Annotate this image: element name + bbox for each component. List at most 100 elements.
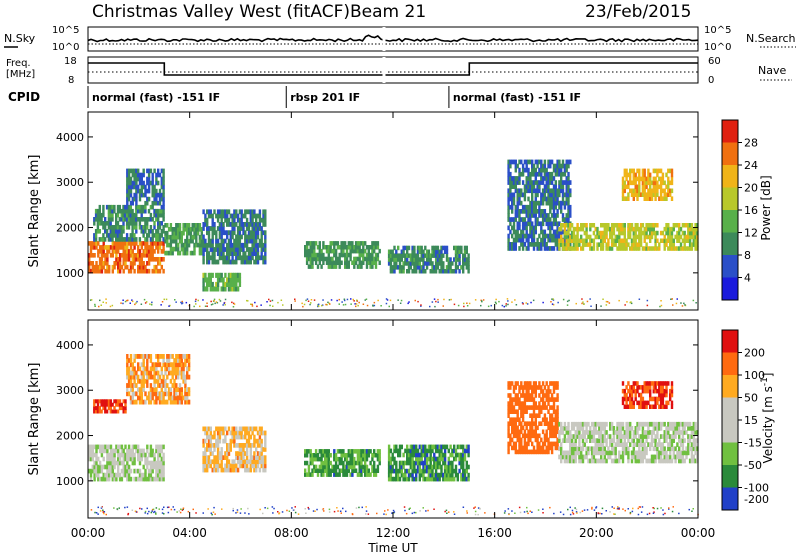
- echo-cell: [133, 452, 136, 458]
- echo-cell: [144, 452, 147, 458]
- echo-cell: [184, 378, 187, 384]
- echo-cell: [406, 448, 409, 454]
- echo-cell: [538, 413, 541, 418]
- echo-cell: [567, 204, 570, 210]
- echo-cell: [656, 246, 659, 251]
- echo-cell: [649, 238, 652, 243]
- echo-cell: [146, 366, 149, 372]
- echo-cell: [135, 200, 138, 206]
- echo-cell: [191, 250, 194, 256]
- echo-speck: [420, 305, 422, 307]
- echo-cell: [696, 246, 699, 251]
- echo-cell: [465, 261, 468, 266]
- echo-cell: [222, 213, 225, 219]
- echo-speck: [271, 299, 274, 302]
- echo-cell: [129, 399, 133, 405]
- echo-cell: [532, 246, 536, 251]
- echo-cell: [587, 430, 590, 435]
- echo-cell: [516, 225, 519, 231]
- echo-cell: [184, 242, 187, 248]
- echo-cell: [569, 450, 572, 456]
- echo-cell: [512, 176, 516, 181]
- echo-cell: [373, 460, 376, 466]
- echo-cell: [556, 171, 559, 177]
- echo-cell: [391, 269, 394, 274]
- echo-cell: [118, 472, 122, 478]
- echo-cell: [565, 223, 568, 228]
- echo-cell: [184, 246, 187, 252]
- echo-speck: [105, 298, 107, 300]
- echo-cell: [129, 383, 133, 388]
- echo-cell: [133, 257, 136, 262]
- echo-cell: [116, 409, 120, 414]
- echo-cell: [256, 451, 260, 456]
- echo-cell: [560, 171, 563, 177]
- echo-cell: [402, 245, 405, 251]
- echo-cell: [216, 251, 220, 256]
- echo-cell: [674, 223, 677, 228]
- echo-cell: [311, 264, 314, 269]
- echo-cell: [164, 370, 167, 376]
- echo-cell: [325, 260, 329, 265]
- echo-cell: [153, 366, 156, 372]
- echo-cell: [211, 226, 214, 231]
- echo-cell: [314, 453, 318, 458]
- echo-cell: [561, 426, 565, 431]
- echo-cell: [623, 226, 626, 232]
- echo-cell: [547, 196, 550, 202]
- echo-cell: [149, 370, 153, 376]
- echo-cell: [509, 188, 512, 194]
- echo-cell: [418, 464, 421, 470]
- echo-cell: [518, 405, 521, 410]
- echo-cell: [616, 223, 619, 228]
- echo-speck: [303, 303, 306, 306]
- echo-cell: [672, 238, 675, 243]
- echo-cell: [229, 238, 232, 244]
- echo-cell: [318, 464, 321, 470]
- echo-cell: [545, 188, 548, 194]
- echo-cell: [209, 426, 212, 432]
- echo-cell: [536, 159, 539, 165]
- echo-cell: [95, 264, 98, 270]
- echo-cell: [209, 213, 212, 219]
- echo-cell: [144, 217, 147, 222]
- echo-cell: [543, 176, 547, 181]
- echo-cell: [395, 253, 398, 258]
- echo-cell: [324, 456, 327, 462]
- echo-cell: [324, 453, 327, 458]
- echo-cell: [550, 221, 554, 227]
- echo-cell: [93, 241, 96, 246]
- echo-cell: [115, 249, 118, 254]
- echo-cell: [135, 444, 138, 450]
- echo-cell: [574, 442, 577, 447]
- echo-cell: [89, 249, 93, 254]
- echo-cell: [467, 269, 470, 274]
- echo-cell: [334, 241, 338, 246]
- echo-cell: [518, 167, 521, 173]
- echo-cell: [541, 213, 545, 218]
- echo-cell: [142, 249, 145, 254]
- echo-cell: [561, 188, 565, 194]
- echo-cell: [162, 399, 165, 405]
- echo-cell: [556, 196, 559, 202]
- echo-cell: [676, 238, 679, 243]
- echo-cell: [102, 249, 105, 254]
- echo-cell: [129, 208, 132, 214]
- echo-cell: [600, 430, 603, 435]
- echo-cell: [177, 227, 180, 232]
- echo-cell: [111, 472, 114, 478]
- echo-cell: [162, 472, 165, 478]
- echo-cell: [353, 464, 356, 470]
- echo-cell: [116, 212, 120, 218]
- echo-cell: [137, 468, 140, 474]
- echo-cell: [391, 464, 394, 470]
- echo-cell: [137, 378, 140, 384]
- echo-cell: [647, 176, 650, 182]
- echo-speck: [352, 298, 354, 301]
- echo-cell: [512, 237, 516, 243]
- echo-cell: [253, 222, 256, 227]
- echo-cell: [420, 452, 423, 458]
- echo-cell: [220, 286, 223, 292]
- echo-cell: [627, 234, 630, 240]
- echo-cell: [102, 264, 105, 270]
